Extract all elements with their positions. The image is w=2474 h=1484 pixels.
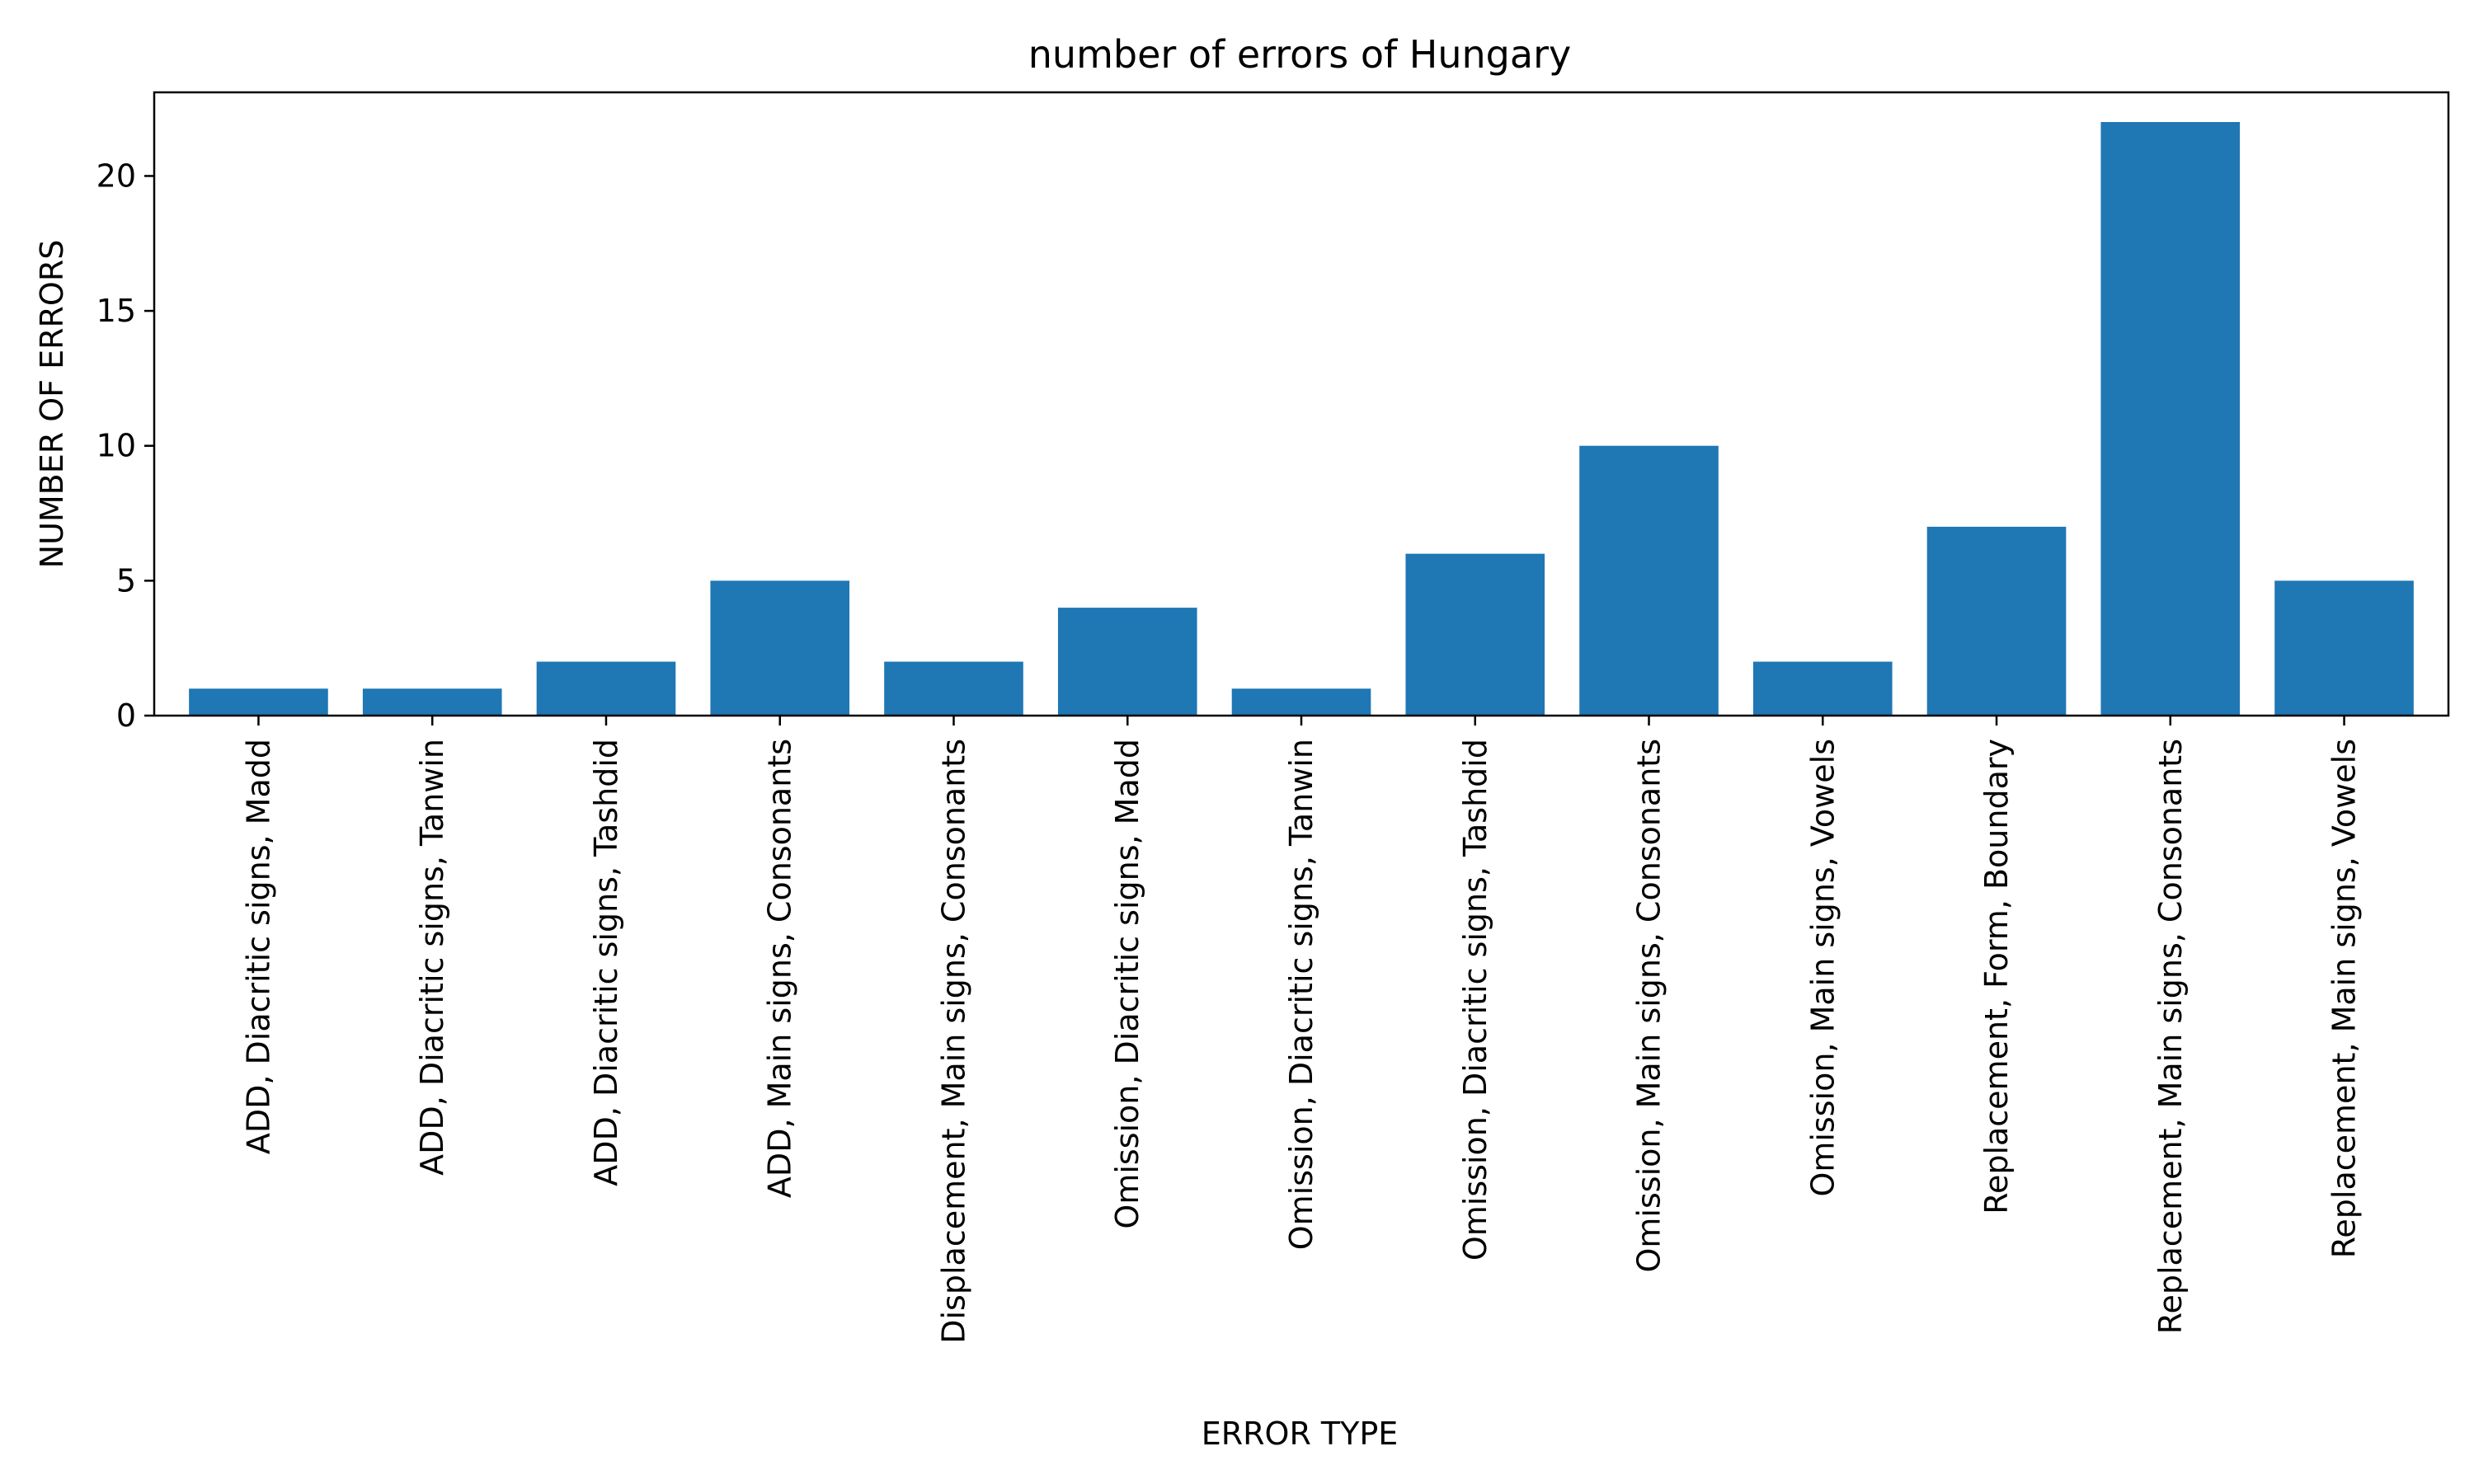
chart-title: number of errors of Hungary [1028, 32, 1571, 77]
x-tick-label: Replacement, Form, Boundary [1978, 739, 2015, 1214]
bar [1752, 661, 1893, 716]
x-tick-label: Omission, Main signs, Consonants [1631, 739, 1667, 1273]
bar [536, 661, 676, 716]
x-tick-label: ADD, Diacritic signs, Madd [240, 739, 276, 1154]
bar [2274, 580, 2414, 716]
bar [1579, 445, 1719, 716]
y-tick-label: 15 [96, 293, 136, 329]
bar [1926, 526, 2067, 716]
bar [1405, 553, 1545, 716]
x-axis-ticks: ADD, Diacritic signs, Madd ADD, Diacritic… [240, 716, 2363, 1344]
x-tick-label: ADD, Main signs, Consonants [762, 739, 798, 1198]
y-axis-label: NUMBER OF ERRORS [34, 240, 70, 569]
x-tick-label: ADD, Diacritic signs, Tanwin [414, 739, 450, 1176]
bar [1231, 688, 1371, 716]
x-tick-label: Omission, Diacritic signs, Tanwin [1283, 739, 1319, 1250]
y-tick-label: 0 [116, 697, 136, 734]
y-axis-ticks: 0 5 10 15 20 [96, 157, 154, 734]
bar [2100, 122, 2241, 716]
x-tick-label: Omission, Diacritic signs, Tashdid [1457, 739, 1493, 1261]
x-tick-label: Omission, Main signs, Vowels [1804, 739, 1841, 1197]
y-tick-label: 10 [96, 428, 136, 464]
x-tick-label: Replacement, Main signs, Consonants [2152, 739, 2189, 1334]
bar [189, 688, 328, 716]
y-tick-label: 20 [96, 157, 136, 194]
x-tick-label: Displacement, Main signs, Consonants [935, 739, 971, 1344]
bars-group [189, 122, 2414, 716]
x-tick-label: ADD, Diacritic signs, Tashdid [588, 739, 624, 1186]
x-axis-label: ERROR TYPE [1202, 1416, 1399, 1452]
x-tick-label: Replacement, Main signs, Vowels [2326, 739, 2363, 1258]
y-tick-label: 5 [116, 562, 136, 599]
bar [362, 688, 502, 716]
x-tick-label: Omission, Diacritic signs, Madd [1109, 739, 1145, 1229]
bar [1057, 608, 1197, 716]
bar [884, 661, 1023, 716]
bar [710, 580, 850, 716]
